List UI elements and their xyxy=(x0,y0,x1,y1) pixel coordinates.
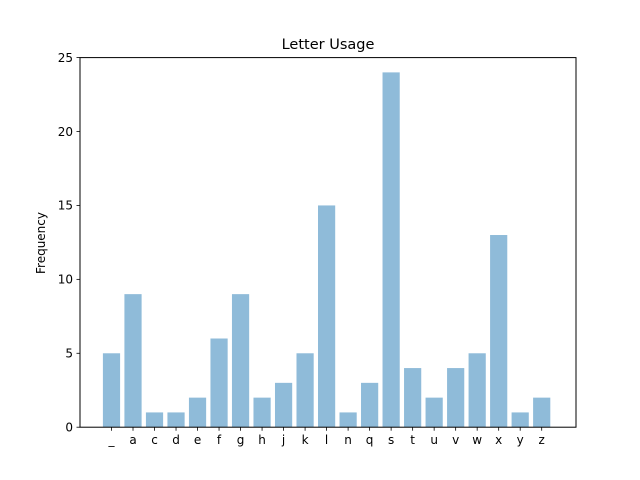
y-axis-label: Frequency xyxy=(34,212,48,274)
chart-title: Letter Usage xyxy=(282,37,375,53)
x-tick-label: h xyxy=(258,433,266,447)
x-tick-label: g xyxy=(237,433,245,447)
bar-u xyxy=(425,397,443,428)
y-tick-label: 20 xyxy=(58,125,73,139)
x-tick-label: x xyxy=(495,433,502,447)
bar-w xyxy=(468,353,486,428)
x-tick-label: s xyxy=(388,433,394,447)
bar-z xyxy=(533,397,551,428)
bar-d xyxy=(167,412,185,428)
x-tick-label: t xyxy=(410,433,415,447)
x-tick-label: k xyxy=(302,433,309,447)
y-tick-label: 5 xyxy=(65,347,73,361)
x-tick-label: _ xyxy=(108,433,116,447)
x-tick-label: u xyxy=(430,433,438,447)
x-tick-label: w xyxy=(472,433,482,447)
bar-f xyxy=(210,338,228,428)
x-tick-label: z xyxy=(539,433,545,447)
x-tick-label: a xyxy=(129,433,136,447)
x-tick-label: q xyxy=(366,433,374,447)
y-tick-label: 15 xyxy=(58,199,73,213)
bar-k xyxy=(296,353,314,428)
bar-h xyxy=(253,397,271,428)
bar-x xyxy=(490,235,508,428)
x-axis: _ a c d e f g h j k l n q s t u v w x y z xyxy=(108,427,545,447)
x-tick-label: v xyxy=(452,433,459,447)
y-tick-label: 0 xyxy=(65,421,73,435)
bar-q xyxy=(361,382,379,428)
x-tick-label: e xyxy=(194,433,201,447)
x-tick-label: y xyxy=(517,433,524,447)
x-tick-label: d xyxy=(172,433,180,447)
y-tick-label: 25 xyxy=(58,51,73,65)
bar-l xyxy=(318,205,336,428)
bar-j xyxy=(274,382,293,428)
plot-frame xyxy=(79,57,577,428)
bars-group xyxy=(102,72,551,428)
bar-a xyxy=(124,294,142,428)
x-tick-label: j xyxy=(281,433,285,447)
x-tick-label: l xyxy=(325,433,328,447)
y-tick-label: 10 xyxy=(58,273,73,287)
bar-n xyxy=(339,412,357,428)
bar-g xyxy=(231,294,250,428)
x-tick-label: f xyxy=(217,433,222,447)
bar-c xyxy=(145,412,164,428)
y-axis: 0 5 10 15 20 25 xyxy=(58,51,80,435)
x-tick-label: n xyxy=(344,433,352,447)
bar-underscore xyxy=(102,353,121,428)
x-tick-label: c xyxy=(151,433,158,447)
bar-e xyxy=(188,397,207,428)
bar-v xyxy=(447,368,465,428)
bar-s xyxy=(382,72,400,428)
bar-t xyxy=(404,368,422,428)
bar-y xyxy=(511,412,529,428)
